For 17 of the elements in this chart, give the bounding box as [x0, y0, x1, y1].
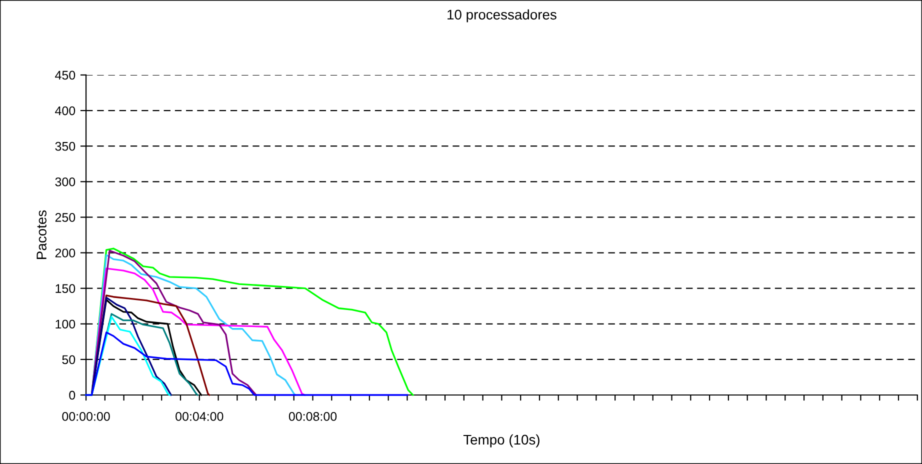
y-tick-label: 450 [55, 70, 76, 80]
y-tick-label: 0 [69, 390, 76, 400]
y-tick-label: 200 [55, 248, 76, 258]
y-axis-title: Pacotes [36, 210, 46, 259]
y-tick-label: 400 [55, 106, 76, 116]
x-tick-label: 00:08:00 [288, 412, 337, 421]
y-tick-label: 250 [55, 213, 76, 222]
y-tick-label: 100 [56, 320, 76, 329]
y-tick-label: 350 [55, 142, 76, 151]
x-tick-label: 00:04:00 [176, 412, 224, 421]
line-series [85, 332, 408, 396]
y-tick-label: 150 [56, 284, 76, 293]
chart-title: 10 processadores [448, 9, 556, 22]
x-axis-title: Tempo (10s) [463, 434, 540, 448]
y-tick-label: 300 [55, 177, 76, 186]
y-tick-label: 50 [62, 355, 76, 364]
x-tick-label: 00:00:00 [62, 412, 110, 421]
